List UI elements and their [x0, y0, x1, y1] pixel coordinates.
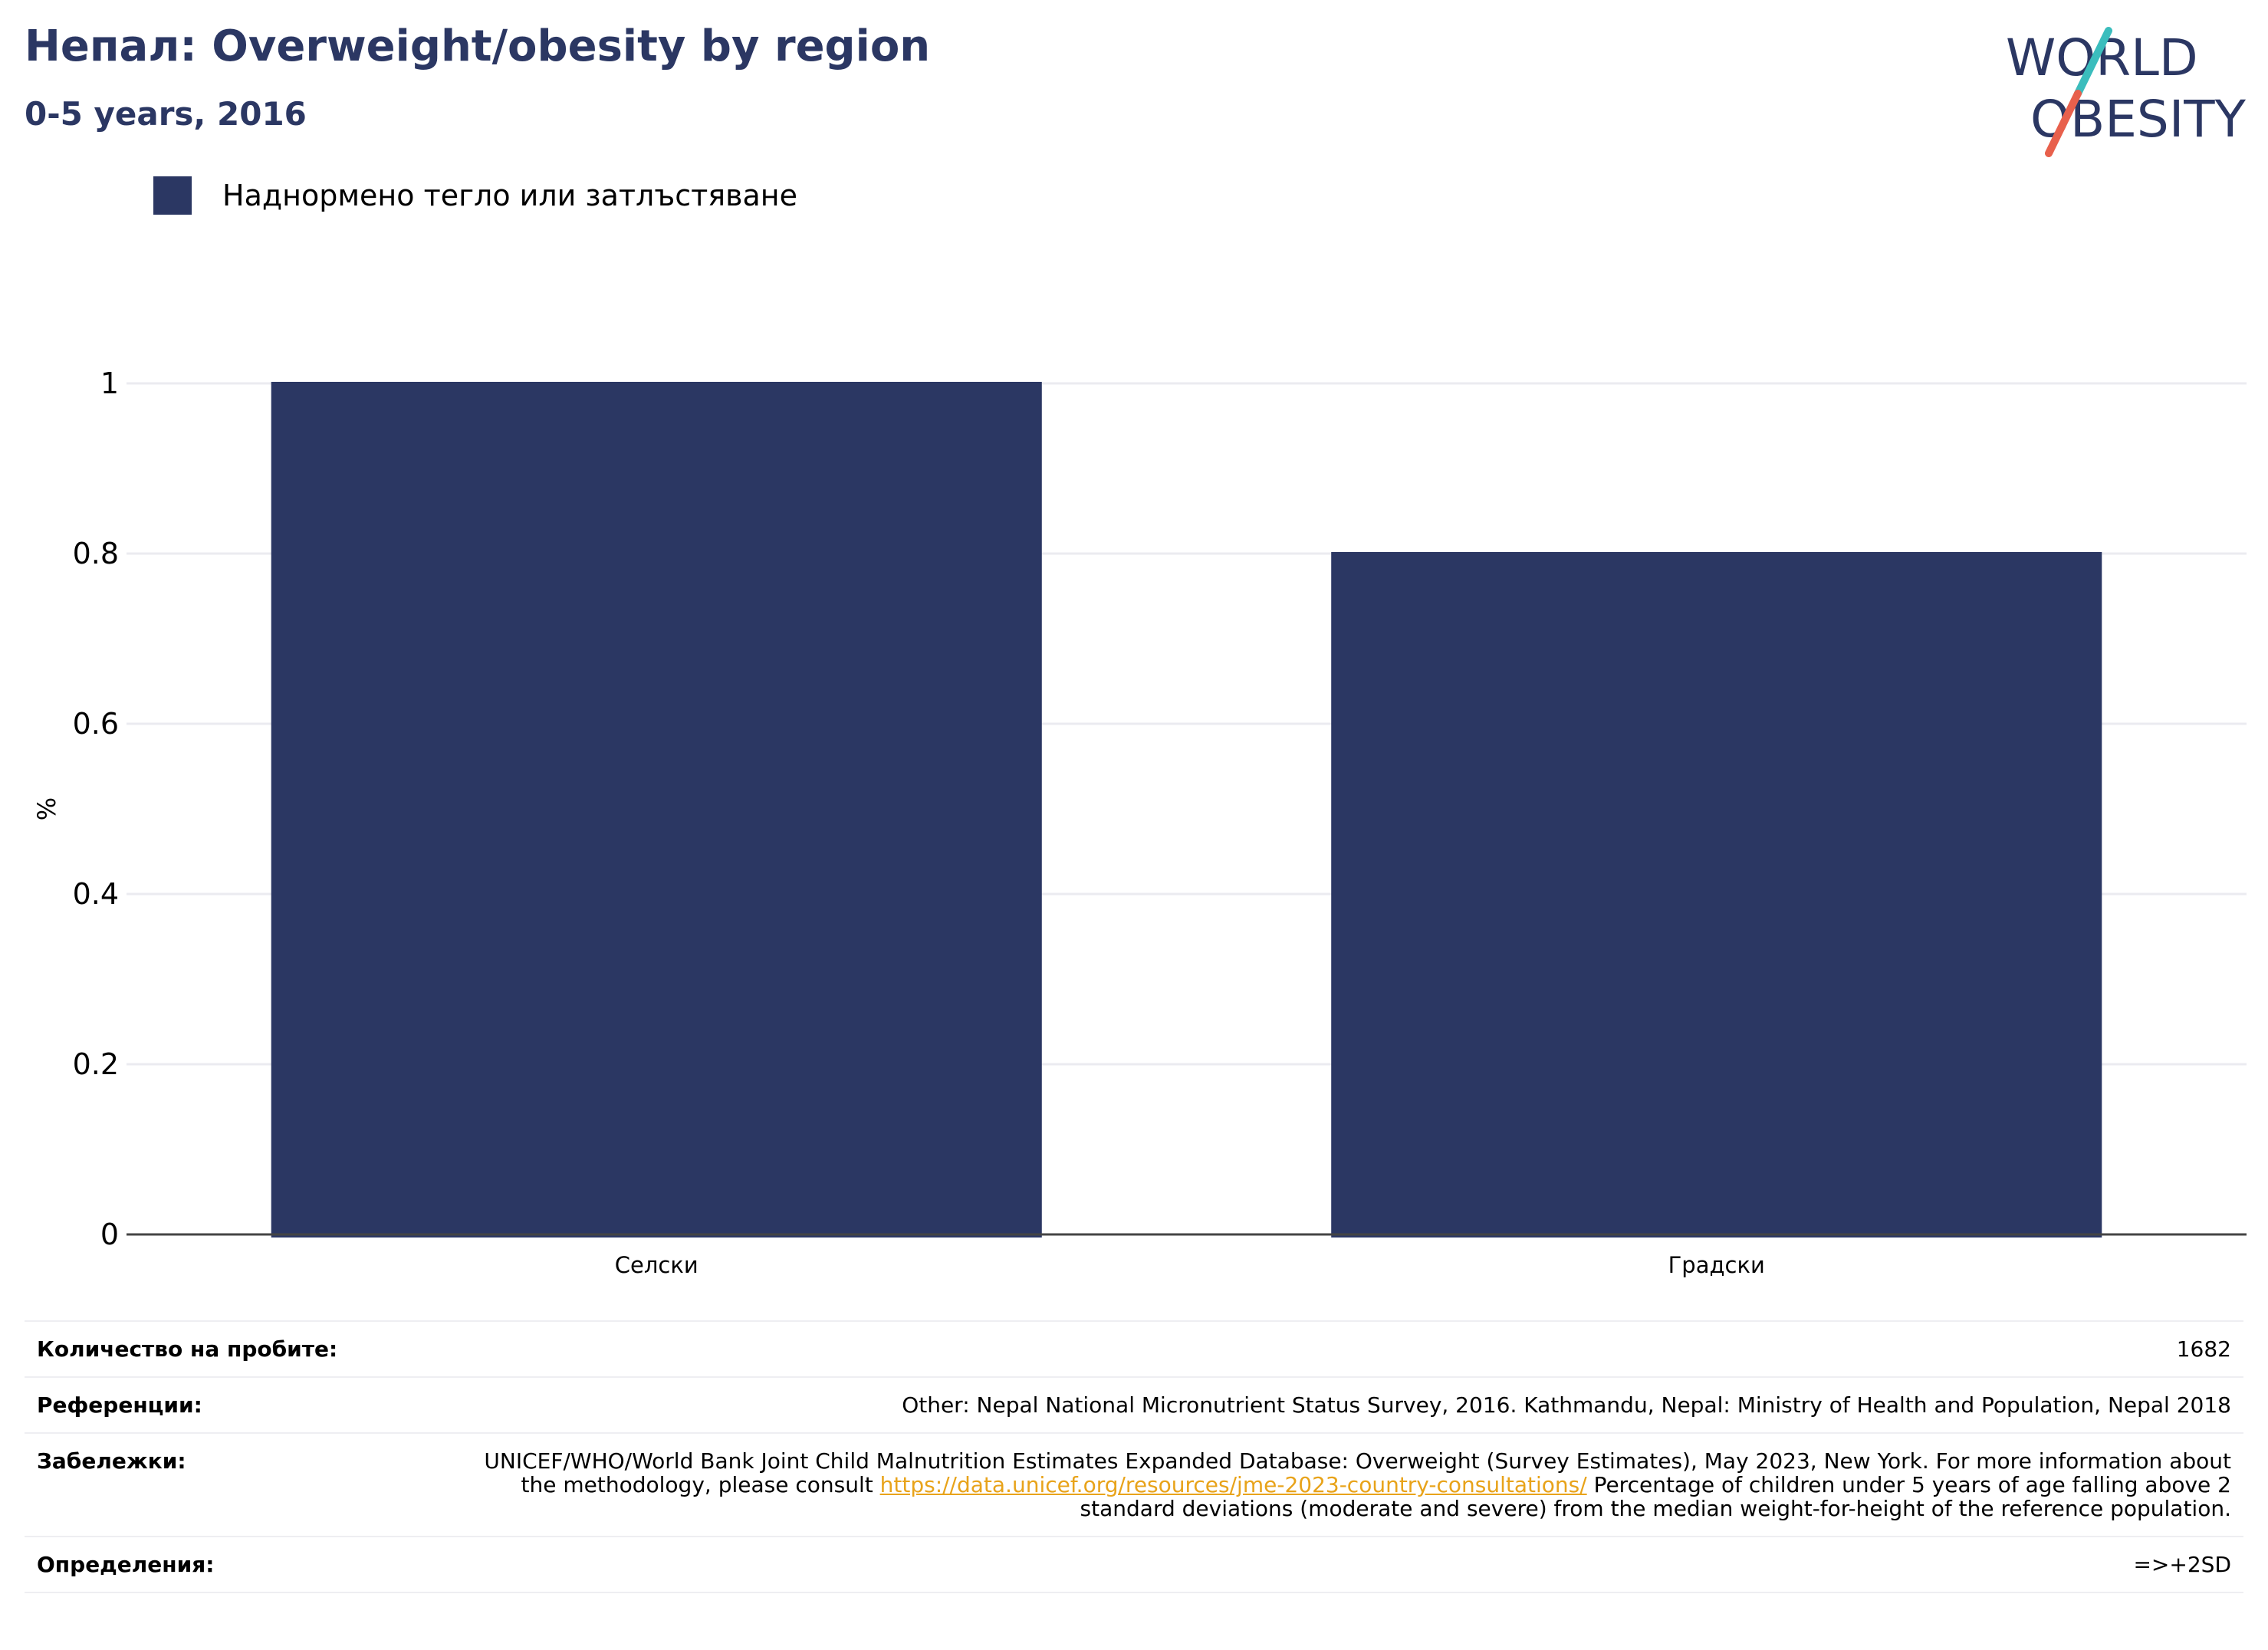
y-tick-label: 0.4 [73, 877, 119, 911]
chart-title: Непал: Overweight/obesity by region [25, 21, 931, 71]
references-row: Референции: Other: Nepal National Micron… [25, 1376, 2243, 1434]
notes-text-after: Percentage of children under 5 years of … [1080, 1472, 2231, 1521]
bar-chart: 0 0.2 0.4 0.6 0.8 1 Селски Градски% [32, 366, 2247, 1278]
y-tick-label: 0.6 [73, 707, 119, 741]
bar [271, 382, 1042, 1238]
sample-size-value: 1682 [448, 1320, 2243, 1378]
notes-label: Забележки: [25, 1432, 448, 1537]
y-tick-label: 1 [100, 366, 119, 400]
logo-slash-top [2074, 27, 2112, 97]
notes-text-before: UNICEF/WHO/World Bank Joint Child Malnut… [484, 1448, 2231, 1497]
legend-label: Наднормено тегло или затлъстяване [222, 179, 797, 212]
bar [1331, 552, 2102, 1238]
y-axis-title: % [32, 797, 61, 820]
world-obesity-logo: WORLD OBESITY [2006, 27, 2247, 157]
methodology-link[interactable]: https://data.unicef.org/resources/jme-20… [879, 1472, 1587, 1497]
logo-slash-bottom [2045, 90, 2082, 157]
references-value: Other: Nepal National Micronutrient Stat… [448, 1376, 2243, 1434]
x-category-label: Градски [1668, 1252, 1765, 1278]
notes-value: UNICEF/WHO/World Bank Joint Child Malnut… [448, 1432, 2243, 1537]
sample-size-row: Количество на пробите: 1682 [25, 1320, 2243, 1378]
notes-row: Забележки: UNICEF/WHO/World Bank Joint C… [25, 1432, 2243, 1537]
legend-swatch [153, 176, 192, 215]
chart-subtitle: 0-5 years, 2016 [25, 95, 307, 133]
sample-size-label: Количество на пробите: [25, 1320, 448, 1378]
chart-legend: Наднормено тегло или затлъстяване [153, 176, 797, 215]
info-table: Количество на пробите: 1682 Референции: … [25, 1320, 2243, 1593]
definitions-row: Определения: =>+2SD [25, 1536, 2243, 1593]
x-category-label: Селски [615, 1252, 698, 1278]
y-tick-label: 0.8 [73, 537, 119, 570]
definitions-label: Определения: [25, 1536, 448, 1593]
y-tick-label: 0 [100, 1218, 119, 1251]
y-tick-label: 0.2 [73, 1047, 119, 1081]
definitions-value: =>+2SD [448, 1536, 2243, 1593]
references-label: Референции: [25, 1376, 448, 1434]
